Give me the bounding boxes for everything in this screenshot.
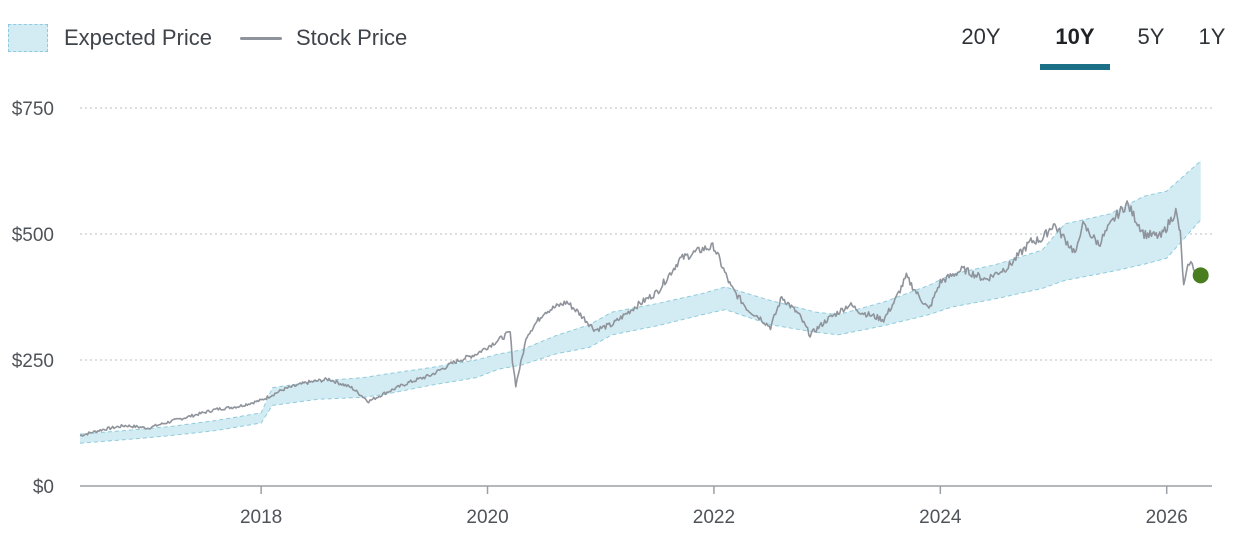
stock-price-series (79, 200, 1202, 437)
y-tick-label: $0 (33, 477, 54, 498)
x-tick-label: 2026 (1146, 507, 1188, 528)
expected-price-label: Expected Price (64, 25, 212, 50)
x-tick-label: 2020 (466, 507, 508, 528)
y-tick-label: $500 (12, 225, 54, 246)
expected-price-swatch (8, 24, 48, 52)
tab-10y[interactable]: 10Y (1040, 22, 1110, 70)
tab-10y-label: 10Y (1055, 24, 1095, 49)
legend-stock-price[interactable]: Stock Price (239, 25, 408, 51)
expected-band-lower (79, 219, 1202, 444)
expected-price-band (79, 160, 1202, 444)
legend-expected-price[interactable]: Expected Price (8, 24, 212, 52)
y-tick-label: $250 (12, 351, 54, 372)
x-tick-label: 2018 (240, 507, 282, 528)
x-tick-label: 2024 (919, 507, 962, 528)
x-tick-label: 2022 (693, 507, 735, 528)
stock-price-label: Stock Price (295, 25, 408, 50)
current-price-marker (1192, 267, 1209, 284)
legend: Expected Price Stock Price (8, 22, 435, 54)
axes: $0 $250 $500 $750 2018 2020 2022 2024 2026 (12, 99, 1212, 528)
tab-1y[interactable]: 1Y (1192, 22, 1232, 70)
grid (80, 107, 1212, 361)
tab-5y-label: 5Y (1137, 24, 1165, 49)
tab-20y[interactable]: 20Y (948, 22, 1014, 70)
tab-1y-label: 1Y (1198, 24, 1226, 49)
timeframe-tabs: 20Y 10Y 5Y 1Y (948, 22, 1232, 70)
tab-20y-label: 20Y (961, 24, 1001, 49)
stock-price-swatch (239, 36, 282, 40)
current-price-dot (1192, 267, 1209, 284)
tab-10y-underline (1040, 64, 1110, 70)
stock-price-line (79, 200, 1202, 437)
expected-band-upper (79, 160, 1202, 435)
tab-5y[interactable]: 5Y (1126, 22, 1176, 70)
expected-band-area (80, 160, 1201, 444)
y-tick-label: $750 (12, 99, 54, 120)
